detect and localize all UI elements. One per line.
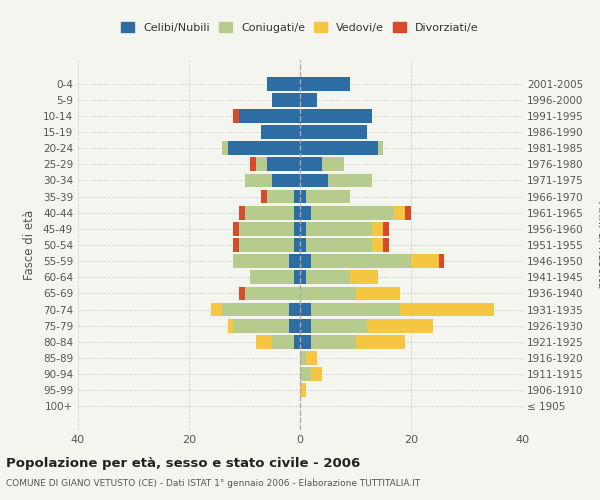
Bar	[311, 319, 367, 332]
Bar	[300, 270, 305, 284]
Bar	[289, 319, 300, 332]
Bar	[222, 142, 228, 155]
Bar	[305, 222, 372, 235]
Bar	[350, 270, 378, 284]
Bar	[300, 77, 350, 90]
Bar	[311, 206, 394, 220]
Bar	[300, 93, 317, 106]
Bar	[305, 270, 350, 284]
Bar	[239, 222, 295, 235]
Bar	[311, 254, 411, 268]
Text: COMUNE DI GIANO VETUSTO (CE) - Dati ISTAT 1° gennaio 2006 - Elaborazione TUTTITA: COMUNE DI GIANO VETUSTO (CE) - Dati ISTA…	[6, 479, 420, 488]
Bar	[300, 351, 305, 365]
Bar	[322, 158, 344, 171]
Bar	[311, 302, 400, 316]
Bar	[300, 319, 311, 332]
Bar	[394, 206, 406, 220]
Bar	[272, 174, 300, 188]
Bar	[328, 174, 372, 188]
Bar	[400, 302, 494, 316]
Bar	[233, 238, 239, 252]
Bar	[300, 206, 311, 220]
Bar	[250, 158, 256, 171]
Bar	[239, 109, 300, 123]
Bar	[300, 335, 311, 348]
Bar	[300, 238, 305, 252]
Bar	[295, 238, 300, 252]
Bar	[266, 190, 295, 203]
Bar	[300, 222, 305, 235]
Bar	[233, 109, 239, 123]
Bar	[295, 206, 300, 220]
Bar	[300, 286, 355, 300]
Bar	[261, 190, 266, 203]
Y-axis label: Fasce di età: Fasce di età	[23, 210, 36, 280]
Bar	[305, 190, 350, 203]
Bar	[300, 302, 311, 316]
Bar	[233, 254, 289, 268]
Bar	[355, 335, 406, 348]
Bar	[372, 238, 383, 252]
Text: Popolazione per età, sesso e stato civile - 2006: Popolazione per età, sesso e stato civil…	[6, 458, 360, 470]
Bar	[256, 335, 272, 348]
Bar	[300, 158, 322, 171]
Bar	[266, 158, 300, 171]
Bar	[239, 206, 245, 220]
Bar	[256, 158, 266, 171]
Bar	[239, 238, 295, 252]
Bar	[295, 270, 300, 284]
Bar	[367, 319, 433, 332]
Bar	[300, 142, 378, 155]
Bar	[245, 174, 272, 188]
Bar	[295, 222, 300, 235]
Bar	[228, 319, 233, 332]
Bar	[439, 254, 444, 268]
Bar	[383, 238, 389, 252]
Bar	[295, 335, 300, 348]
Bar	[300, 384, 305, 397]
Bar	[211, 302, 222, 316]
Bar	[300, 190, 305, 203]
Bar	[261, 125, 300, 139]
Bar	[300, 254, 311, 268]
Bar	[245, 286, 300, 300]
Bar	[233, 222, 239, 235]
Bar	[311, 335, 355, 348]
Bar	[311, 367, 322, 381]
Bar	[300, 125, 367, 139]
Bar	[222, 302, 289, 316]
Bar	[228, 142, 300, 155]
Y-axis label: Anni di nascita: Anni di nascita	[595, 202, 600, 288]
Bar	[300, 367, 311, 381]
Bar	[406, 206, 411, 220]
Bar	[383, 222, 389, 235]
Bar	[300, 109, 372, 123]
Bar	[305, 351, 317, 365]
Bar	[239, 286, 245, 300]
Bar	[266, 77, 300, 90]
Bar	[250, 270, 295, 284]
Bar	[300, 174, 328, 188]
Bar	[272, 335, 295, 348]
Bar	[245, 206, 295, 220]
Bar	[295, 190, 300, 203]
Bar	[305, 238, 372, 252]
Bar	[289, 254, 300, 268]
Bar	[378, 142, 383, 155]
Bar	[355, 286, 400, 300]
Bar	[411, 254, 439, 268]
Bar	[233, 319, 289, 332]
Bar	[372, 222, 383, 235]
Legend: Celibi/Nubili, Coniugati/e, Vedovi/e, Divorziati/e: Celibi/Nubili, Coniugati/e, Vedovi/e, Di…	[117, 18, 483, 37]
Bar	[289, 302, 300, 316]
Bar	[272, 93, 300, 106]
